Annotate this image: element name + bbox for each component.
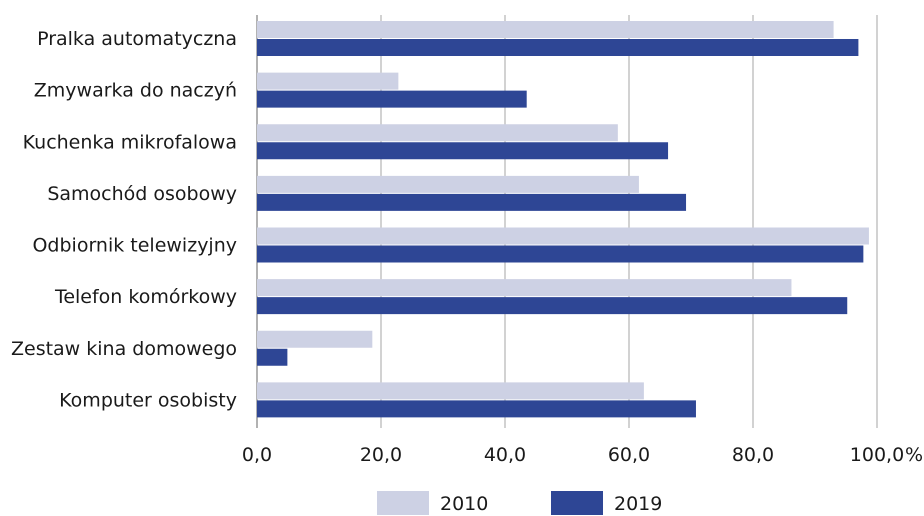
bar-2010 (257, 382, 644, 400)
bar-2010 (257, 330, 373, 348)
x-tick-label: 100,0 (850, 444, 904, 466)
bar-2019 (257, 193, 687, 211)
category-label: Samochód osobowy (47, 183, 237, 205)
x-tick-label: 0,0 (242, 444, 272, 466)
legend: 2010 2019 (377, 491, 662, 515)
bar-2010 (257, 21, 834, 38)
bar-2019 (257, 142, 669, 160)
legend-label-2010: 2010 (440, 493, 488, 515)
category-label: Kuchenka mikrofalowa (23, 131, 237, 153)
bars (257, 21, 869, 418)
bar-2019 (257, 90, 527, 108)
x-tick-label: 40,0 (484, 444, 526, 466)
legend-swatch-2019 (551, 491, 603, 515)
bar-2010 (257, 227, 869, 245)
category-label: Pralka automatyczna (37, 28, 237, 50)
bar-2019 (257, 400, 696, 418)
bar-2010 (257, 124, 618, 142)
x-tick-label: 80,0 (732, 444, 774, 466)
category-label: Zmywarka do naczyń (34, 80, 237, 102)
bar-2019 (257, 297, 848, 315)
category-label: Zestaw kina domowego (11, 338, 237, 360)
x-tick-label: 20,0 (360, 444, 402, 466)
x-tick-labels: 0,0 20,0 40,0 60,0 80,0 100,0 (242, 444, 904, 466)
legend-swatch-2010 (377, 491, 429, 515)
category-label: Telefon komórkowy (54, 286, 237, 308)
bar-2019 (257, 348, 288, 366)
category-label: Odbiornik telewizyjny (32, 235, 237, 257)
category-label: Komputer osobisty (59, 389, 237, 411)
bar-2019 (257, 245, 864, 263)
legend-label-2019: 2019 (614, 493, 662, 515)
bar-2019 (257, 39, 859, 56)
category-labels: Pralka automatyczna Zmywarka do naczyń Kuc… (11, 28, 237, 411)
x-tick-label: 60,0 (608, 444, 650, 466)
bar-2010 (257, 72, 399, 90)
bar-2010 (257, 175, 639, 193)
bar-2010 (257, 279, 792, 297)
x-unit-label: % (905, 444, 923, 466)
